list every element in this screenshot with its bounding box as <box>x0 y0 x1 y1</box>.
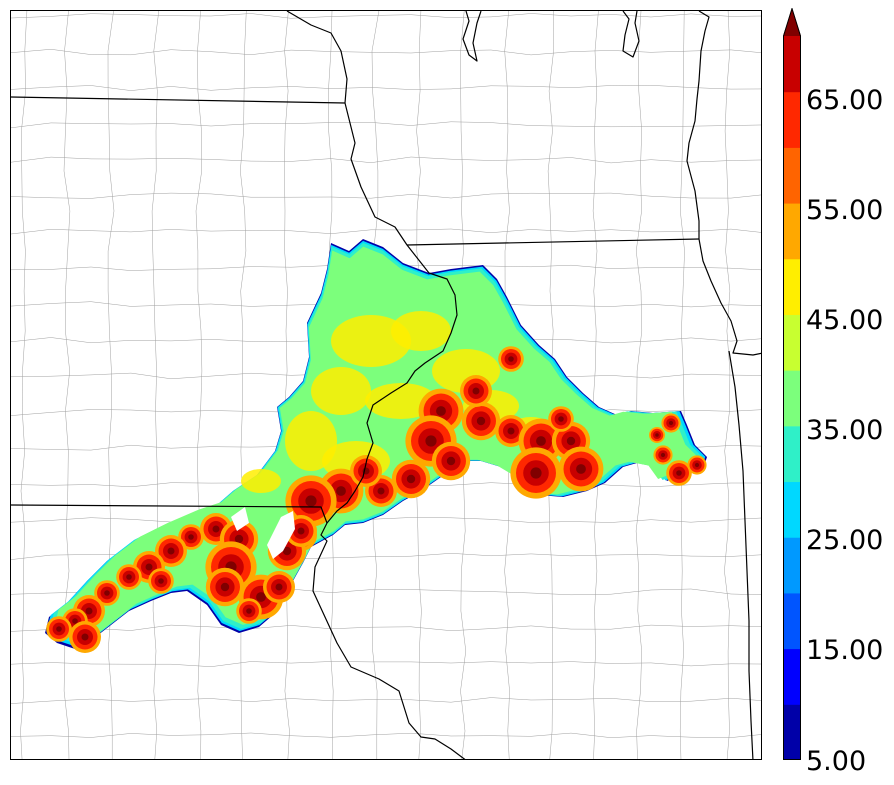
echo-cell <box>305 495 317 507</box>
echo-cell <box>81 633 89 641</box>
colorbar-bin <box>783 91 801 148</box>
echo-cell <box>234 534 244 544</box>
echo-cell <box>297 527 305 535</box>
echo-gap <box>231 507 249 531</box>
echo-cell <box>336 486 346 496</box>
colorbar-tick-label: 15.00 <box>806 635 884 666</box>
echo-cell <box>508 356 514 362</box>
colorbar-bin <box>783 36 801 93</box>
echo-cell <box>72 618 78 624</box>
state-border-line <box>286 11 430 274</box>
colorbar-bin <box>783 147 801 204</box>
echo-cell <box>246 608 252 614</box>
echo-cell <box>188 534 194 540</box>
echo-cell <box>275 583 283 591</box>
echo-cell <box>536 436 546 446</box>
colorbar-bin <box>783 537 801 594</box>
echo-cell <box>668 420 674 426</box>
echo-cell <box>436 406 446 416</box>
echo-cell <box>241 469 281 493</box>
reflectivity-map <box>11 11 761 759</box>
echo-cell <box>530 467 542 479</box>
colorbar-extend-arrow <box>783 8 801 36</box>
state-border-line <box>312 272 466 759</box>
colorbar-outline <box>783 8 801 760</box>
echo-cell <box>676 470 682 476</box>
colorbar <box>783 8 801 760</box>
echo-cell <box>406 474 416 484</box>
state-border-line <box>406 238 700 246</box>
echo-cell <box>476 416 486 426</box>
state-border-line <box>728 350 754 759</box>
colorbar-tick-label: 5.00 <box>806 746 867 777</box>
state-border-line <box>622 11 640 58</box>
colorbar-bin <box>783 704 801 760</box>
echo-cell <box>377 487 385 495</box>
reflectivity-field <box>45 239 707 653</box>
echo-cell <box>660 452 666 458</box>
colorbar-tick-label: 45.00 <box>806 305 884 336</box>
echo-cell <box>220 582 230 592</box>
colorbar-bin <box>783 370 801 427</box>
echo-cell <box>558 416 564 422</box>
colorbar-tick-label: 25.00 <box>806 525 884 556</box>
echo-cell <box>566 436 576 446</box>
state-border-line <box>11 504 328 524</box>
echo-cell <box>158 578 164 584</box>
echo-cell <box>655 433 659 437</box>
echo-cell <box>104 590 110 596</box>
echo-cell <box>694 462 700 468</box>
echo-cell <box>256 592 266 602</box>
colorbar-bin <box>783 425 801 483</box>
echo-cell <box>126 574 132 580</box>
echo-cell <box>311 367 371 415</box>
echo-cell <box>56 626 62 632</box>
echo-cell <box>331 315 411 367</box>
colorbar-bin <box>783 258 801 315</box>
colorbar-tick-label: 55.00 <box>806 195 884 226</box>
echo-cell <box>472 387 480 395</box>
echo-cell <box>282 546 292 556</box>
map-panel <box>10 10 762 760</box>
state-border-line <box>686 11 761 356</box>
echo-cell <box>85 607 93 615</box>
echo-cell <box>212 525 220 533</box>
echo-cell <box>167 547 175 555</box>
state-border-line <box>11 96 346 104</box>
echo-cell <box>425 435 437 447</box>
echo-cell <box>507 427 515 435</box>
colorbar-bin <box>783 648 801 705</box>
state-borders <box>11 11 761 759</box>
colorbar-bin <box>783 481 801 538</box>
colorbar-bin <box>783 314 801 371</box>
echo-cell <box>145 563 153 571</box>
echo-cell <box>576 464 586 474</box>
colorbar-bin <box>783 592 801 650</box>
echo-cell <box>446 456 456 466</box>
echo-gap <box>267 511 295 559</box>
colorbar-tick-label: 35.00 <box>806 415 884 446</box>
echo-cell <box>391 311 451 351</box>
state-border-line <box>462 11 482 62</box>
colorbar-tick-label: 65.00 <box>806 85 884 116</box>
colorbar-bin <box>783 203 801 260</box>
